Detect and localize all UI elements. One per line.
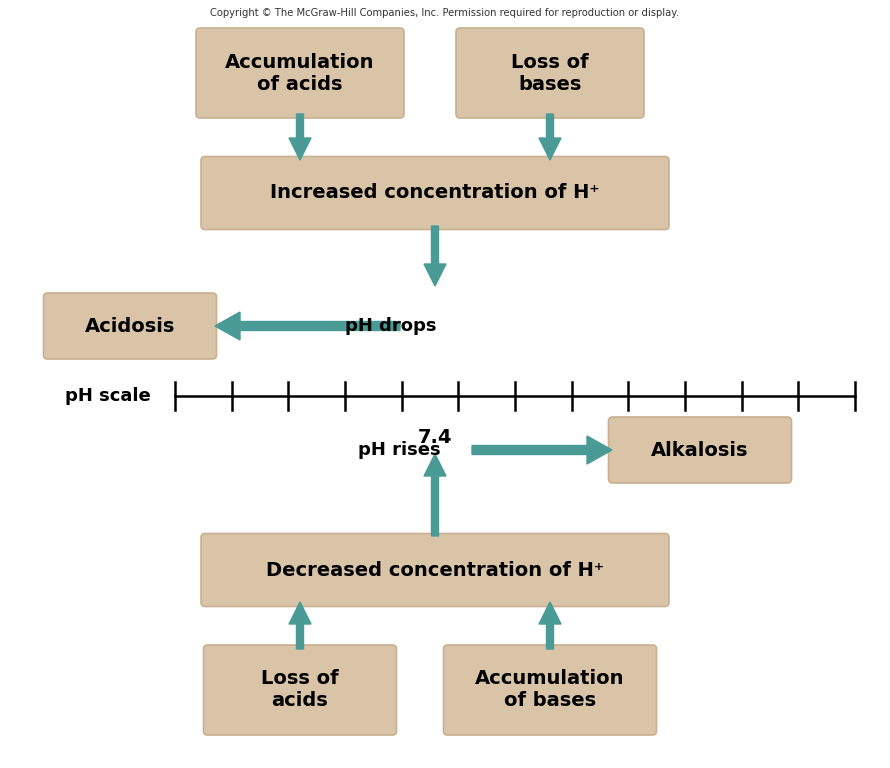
Text: Decreased concentration of H⁺: Decreased concentration of H⁺ — [266, 561, 604, 580]
FancyBboxPatch shape — [443, 645, 657, 735]
FancyBboxPatch shape — [201, 534, 669, 607]
Text: pH scale: pH scale — [65, 387, 151, 405]
FancyArrow shape — [424, 454, 446, 536]
Text: pH drops: pH drops — [345, 317, 436, 335]
FancyBboxPatch shape — [201, 157, 669, 230]
Text: Accumulation
of bases: Accumulation of bases — [475, 670, 625, 710]
Text: Acidosis: Acidosis — [85, 316, 175, 336]
Text: Loss of
acids: Loss of acids — [261, 670, 339, 710]
Text: pH rises: pH rises — [358, 441, 441, 459]
FancyBboxPatch shape — [44, 293, 216, 359]
FancyBboxPatch shape — [609, 417, 791, 483]
FancyBboxPatch shape — [456, 28, 644, 118]
FancyArrow shape — [424, 226, 446, 286]
FancyArrow shape — [472, 436, 612, 464]
Text: Increased concentration of H⁺: Increased concentration of H⁺ — [271, 184, 600, 203]
Text: Loss of
bases: Loss of bases — [511, 52, 589, 94]
FancyBboxPatch shape — [204, 645, 397, 735]
FancyArrow shape — [289, 114, 311, 160]
Text: Alkalosis: Alkalosis — [651, 441, 748, 459]
FancyBboxPatch shape — [196, 28, 404, 118]
FancyArrow shape — [539, 114, 561, 160]
FancyArrow shape — [215, 312, 400, 340]
FancyArrow shape — [289, 602, 311, 649]
FancyArrow shape — [539, 602, 561, 649]
Text: Copyright © The McGraw-Hill Companies, Inc. Permission required for reproduction: Copyright © The McGraw-Hill Companies, I… — [211, 8, 679, 18]
Text: Accumulation
of acids: Accumulation of acids — [225, 52, 375, 94]
Text: 7.4: 7.4 — [417, 428, 452, 447]
